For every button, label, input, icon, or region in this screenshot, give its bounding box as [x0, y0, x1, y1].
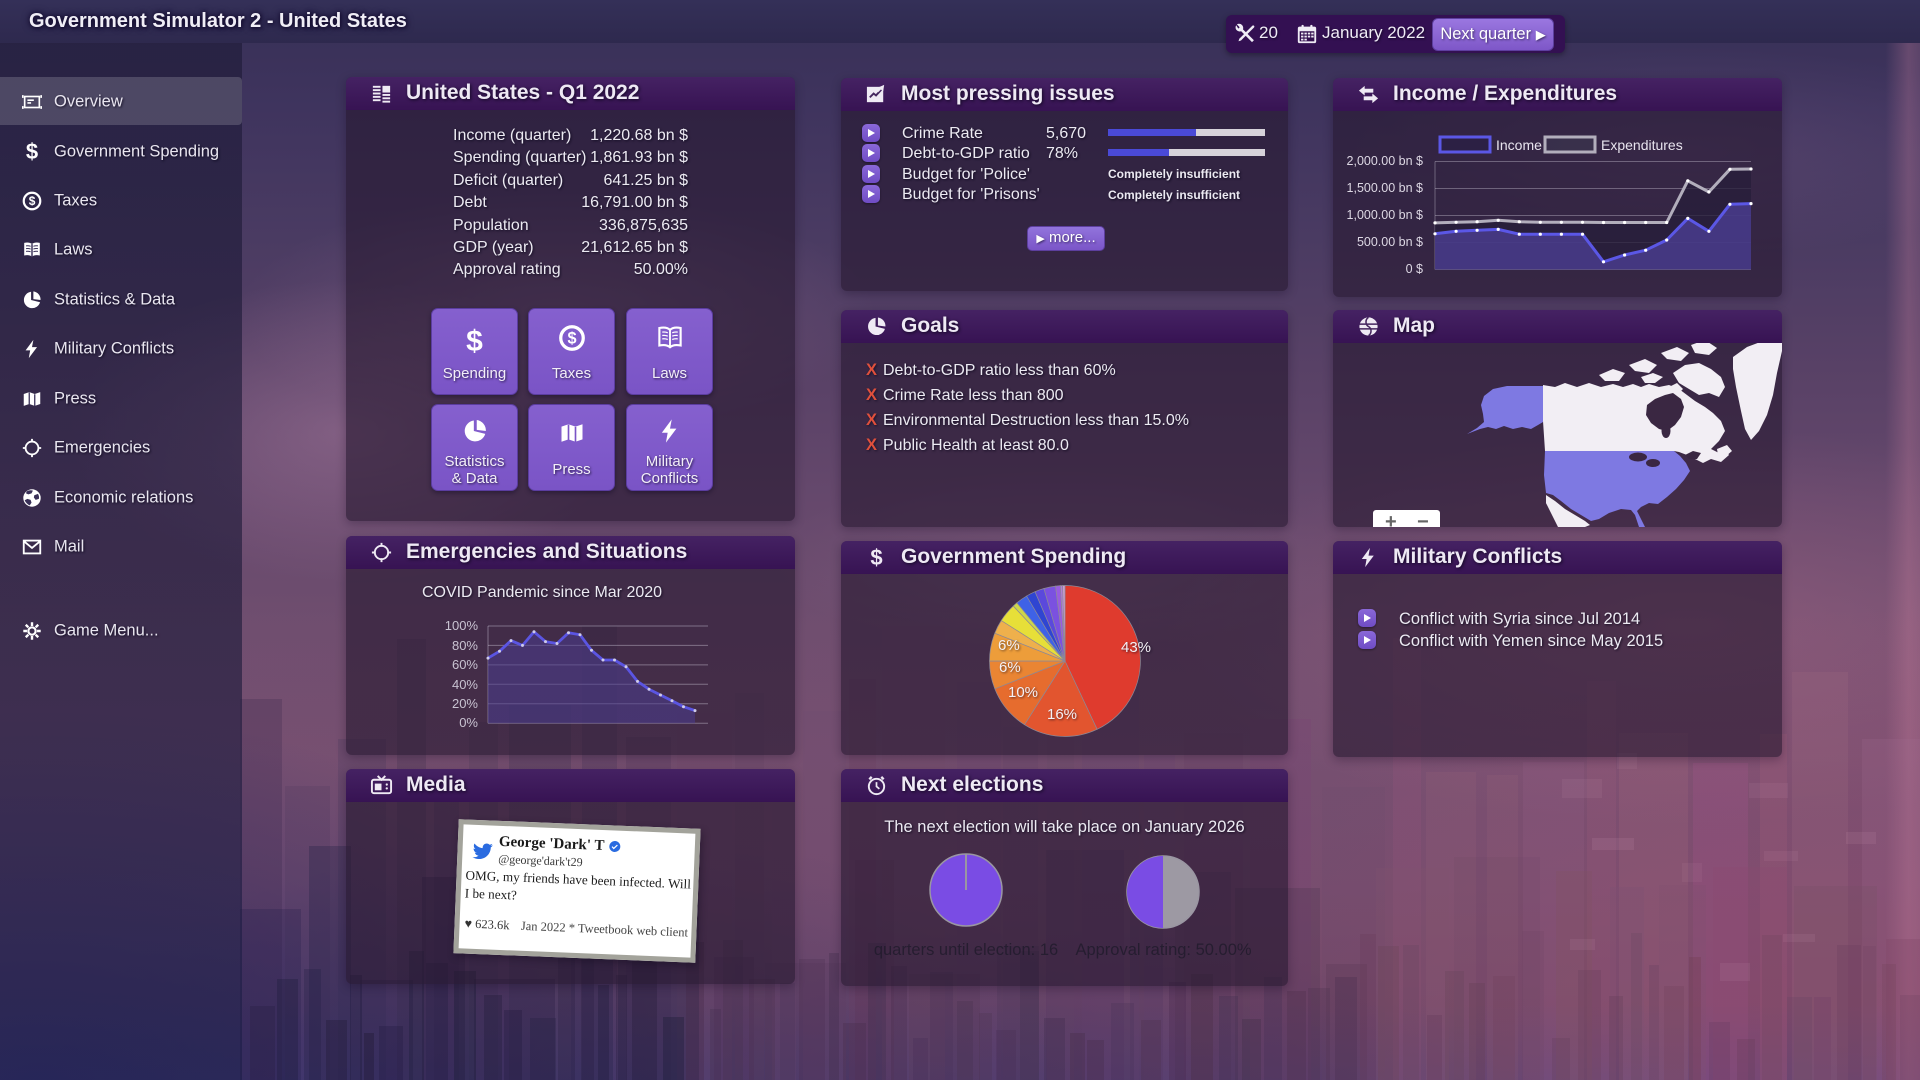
svg-text:0%: 0%	[459, 715, 478, 730]
svg-text:+: +	[1385, 511, 1397, 527]
svg-text:16%: 16%	[1047, 706, 1077, 723]
svg-text:1,500.00 bn $: 1,500.00 bn $	[1347, 181, 1424, 195]
svg-text:Income: Income	[1496, 137, 1542, 153]
svg-text:60%: 60%	[452, 657, 478, 672]
svg-text:−: −	[1417, 511, 1429, 527]
svg-text:Expenditures: Expenditures	[1601, 137, 1683, 153]
svg-text:$: $	[29, 194, 36, 208]
svg-text:100%: 100%	[445, 618, 479, 633]
svg-text:20%: 20%	[452, 696, 478, 711]
svg-text:80%: 80%	[452, 638, 478, 653]
svg-text:0 $: 0 $	[1406, 262, 1423, 276]
svg-text:6%: 6%	[999, 659, 1021, 676]
svg-text:1,000.00 bn $: 1,000.00 bn $	[1347, 208, 1424, 222]
svg-text:10%: 10%	[1008, 684, 1038, 701]
svg-text:6%: 6%	[998, 637, 1020, 654]
svg-text:$: $	[567, 330, 576, 348]
svg-text:500.00 bn $: 500.00 bn $	[1357, 235, 1423, 249]
svg-text:43%: 43%	[1121, 639, 1151, 656]
svg-text:40%: 40%	[452, 677, 478, 692]
svg-text:2,000.00 bn $: 2,000.00 bn $	[1347, 154, 1424, 168]
